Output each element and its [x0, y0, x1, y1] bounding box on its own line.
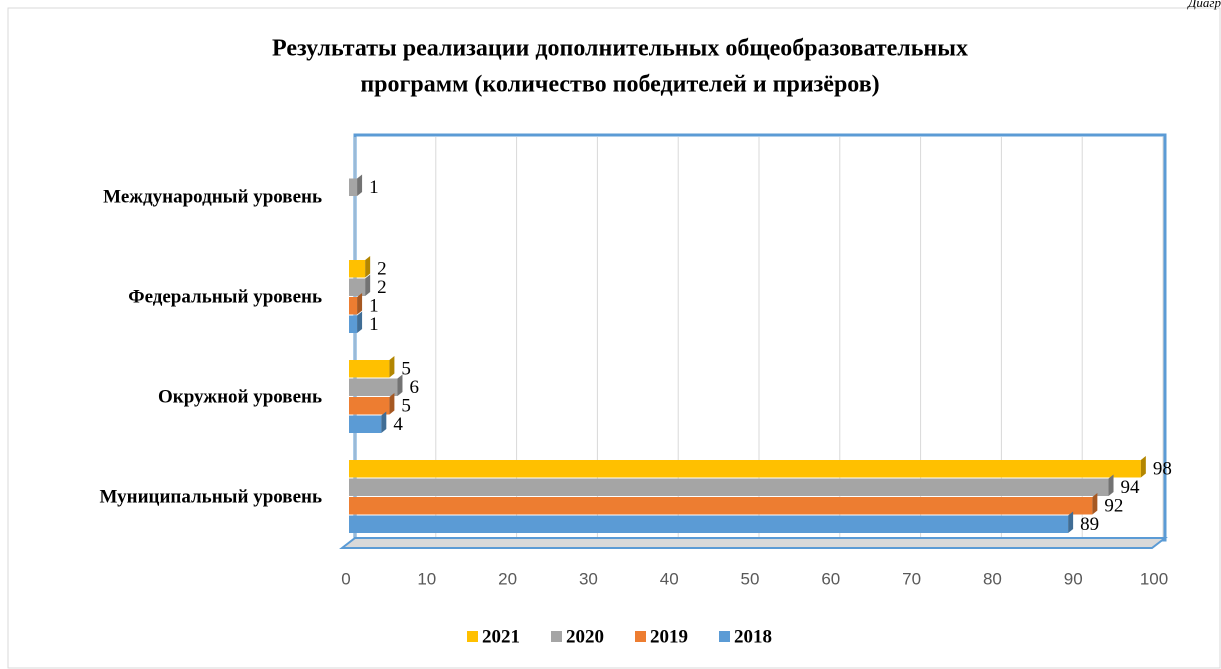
x-tick-label: 80	[983, 569, 1002, 588]
x-tick-label: 100	[1140, 569, 1168, 588]
chart-border	[7, 7, 1221, 669]
legend-label: 2019	[650, 626, 688, 647]
bar	[349, 415, 382, 433]
category-label: Федеральный уровень	[128, 286, 322, 307]
value-label: 2	[377, 277, 387, 298]
value-label: 5	[401, 359, 411, 380]
category-label: Муниципальный уровень	[99, 486, 322, 507]
legend-label: 2020	[566, 626, 604, 647]
bar	[349, 378, 398, 396]
bar	[349, 478, 1109, 496]
bar-side	[357, 293, 363, 315]
value-label: 5	[401, 396, 411, 417]
bar-side	[357, 311, 363, 333]
value-label: 6	[409, 377, 419, 398]
legend-swatch	[719, 631, 730, 642]
bar	[349, 278, 366, 296]
x-tick-label: 60	[821, 569, 840, 588]
value-label: 2	[377, 259, 387, 280]
chart-title: программ (количество победителей и призё…	[360, 72, 879, 98]
bar	[349, 297, 358, 315]
x-tick-label: 20	[498, 569, 517, 588]
x-tick-label: 30	[579, 569, 598, 588]
bar-side	[365, 274, 371, 296]
bar-side	[381, 411, 387, 433]
value-label: 1	[369, 314, 379, 335]
x-tick-label: 70	[902, 569, 921, 588]
value-label: 4	[393, 414, 403, 435]
value-label: 92	[1104, 496, 1123, 517]
x-tick-label: 40	[660, 569, 679, 588]
bar	[349, 497, 1093, 515]
bar	[349, 515, 1069, 533]
category-label: Международный уровень	[103, 186, 322, 207]
bar-side	[389, 393, 395, 415]
bar	[349, 260, 366, 278]
bar-side	[397, 374, 403, 396]
bar-side	[1068, 511, 1074, 533]
bar	[349, 178, 358, 196]
x-tick-label: 0	[341, 569, 350, 588]
value-label: 94	[1121, 477, 1141, 498]
legend-label: 2021	[482, 626, 520, 647]
category-label: Окружной уровень	[158, 386, 322, 407]
bar	[349, 360, 390, 378]
value-label: 1	[369, 296, 379, 317]
bar-side	[357, 174, 363, 196]
bar	[349, 315, 358, 333]
legend-label: 2018	[734, 626, 772, 647]
x-tick-label: 50	[741, 569, 760, 588]
bar-side	[1108, 474, 1114, 496]
bar-side	[1140, 456, 1146, 478]
value-label: 98	[1153, 459, 1172, 480]
bar	[349, 397, 390, 415]
chart-title: Результаты реализации дополнительных общ…	[272, 36, 968, 62]
annotation: Диагр	[1186, 0, 1221, 10]
bar-side	[1092, 493, 1098, 515]
value-label: 89	[1080, 514, 1099, 535]
legend-swatch	[635, 631, 646, 642]
legend-swatch	[467, 631, 478, 642]
value-label: 1	[369, 177, 379, 198]
bar-side	[389, 356, 395, 378]
legend-swatch	[551, 631, 562, 642]
bar	[349, 460, 1141, 478]
x-tick-label: 90	[1064, 569, 1083, 588]
bar-side	[365, 256, 371, 278]
x-tick-label: 10	[417, 569, 436, 588]
floor	[339, 537, 1168, 549]
